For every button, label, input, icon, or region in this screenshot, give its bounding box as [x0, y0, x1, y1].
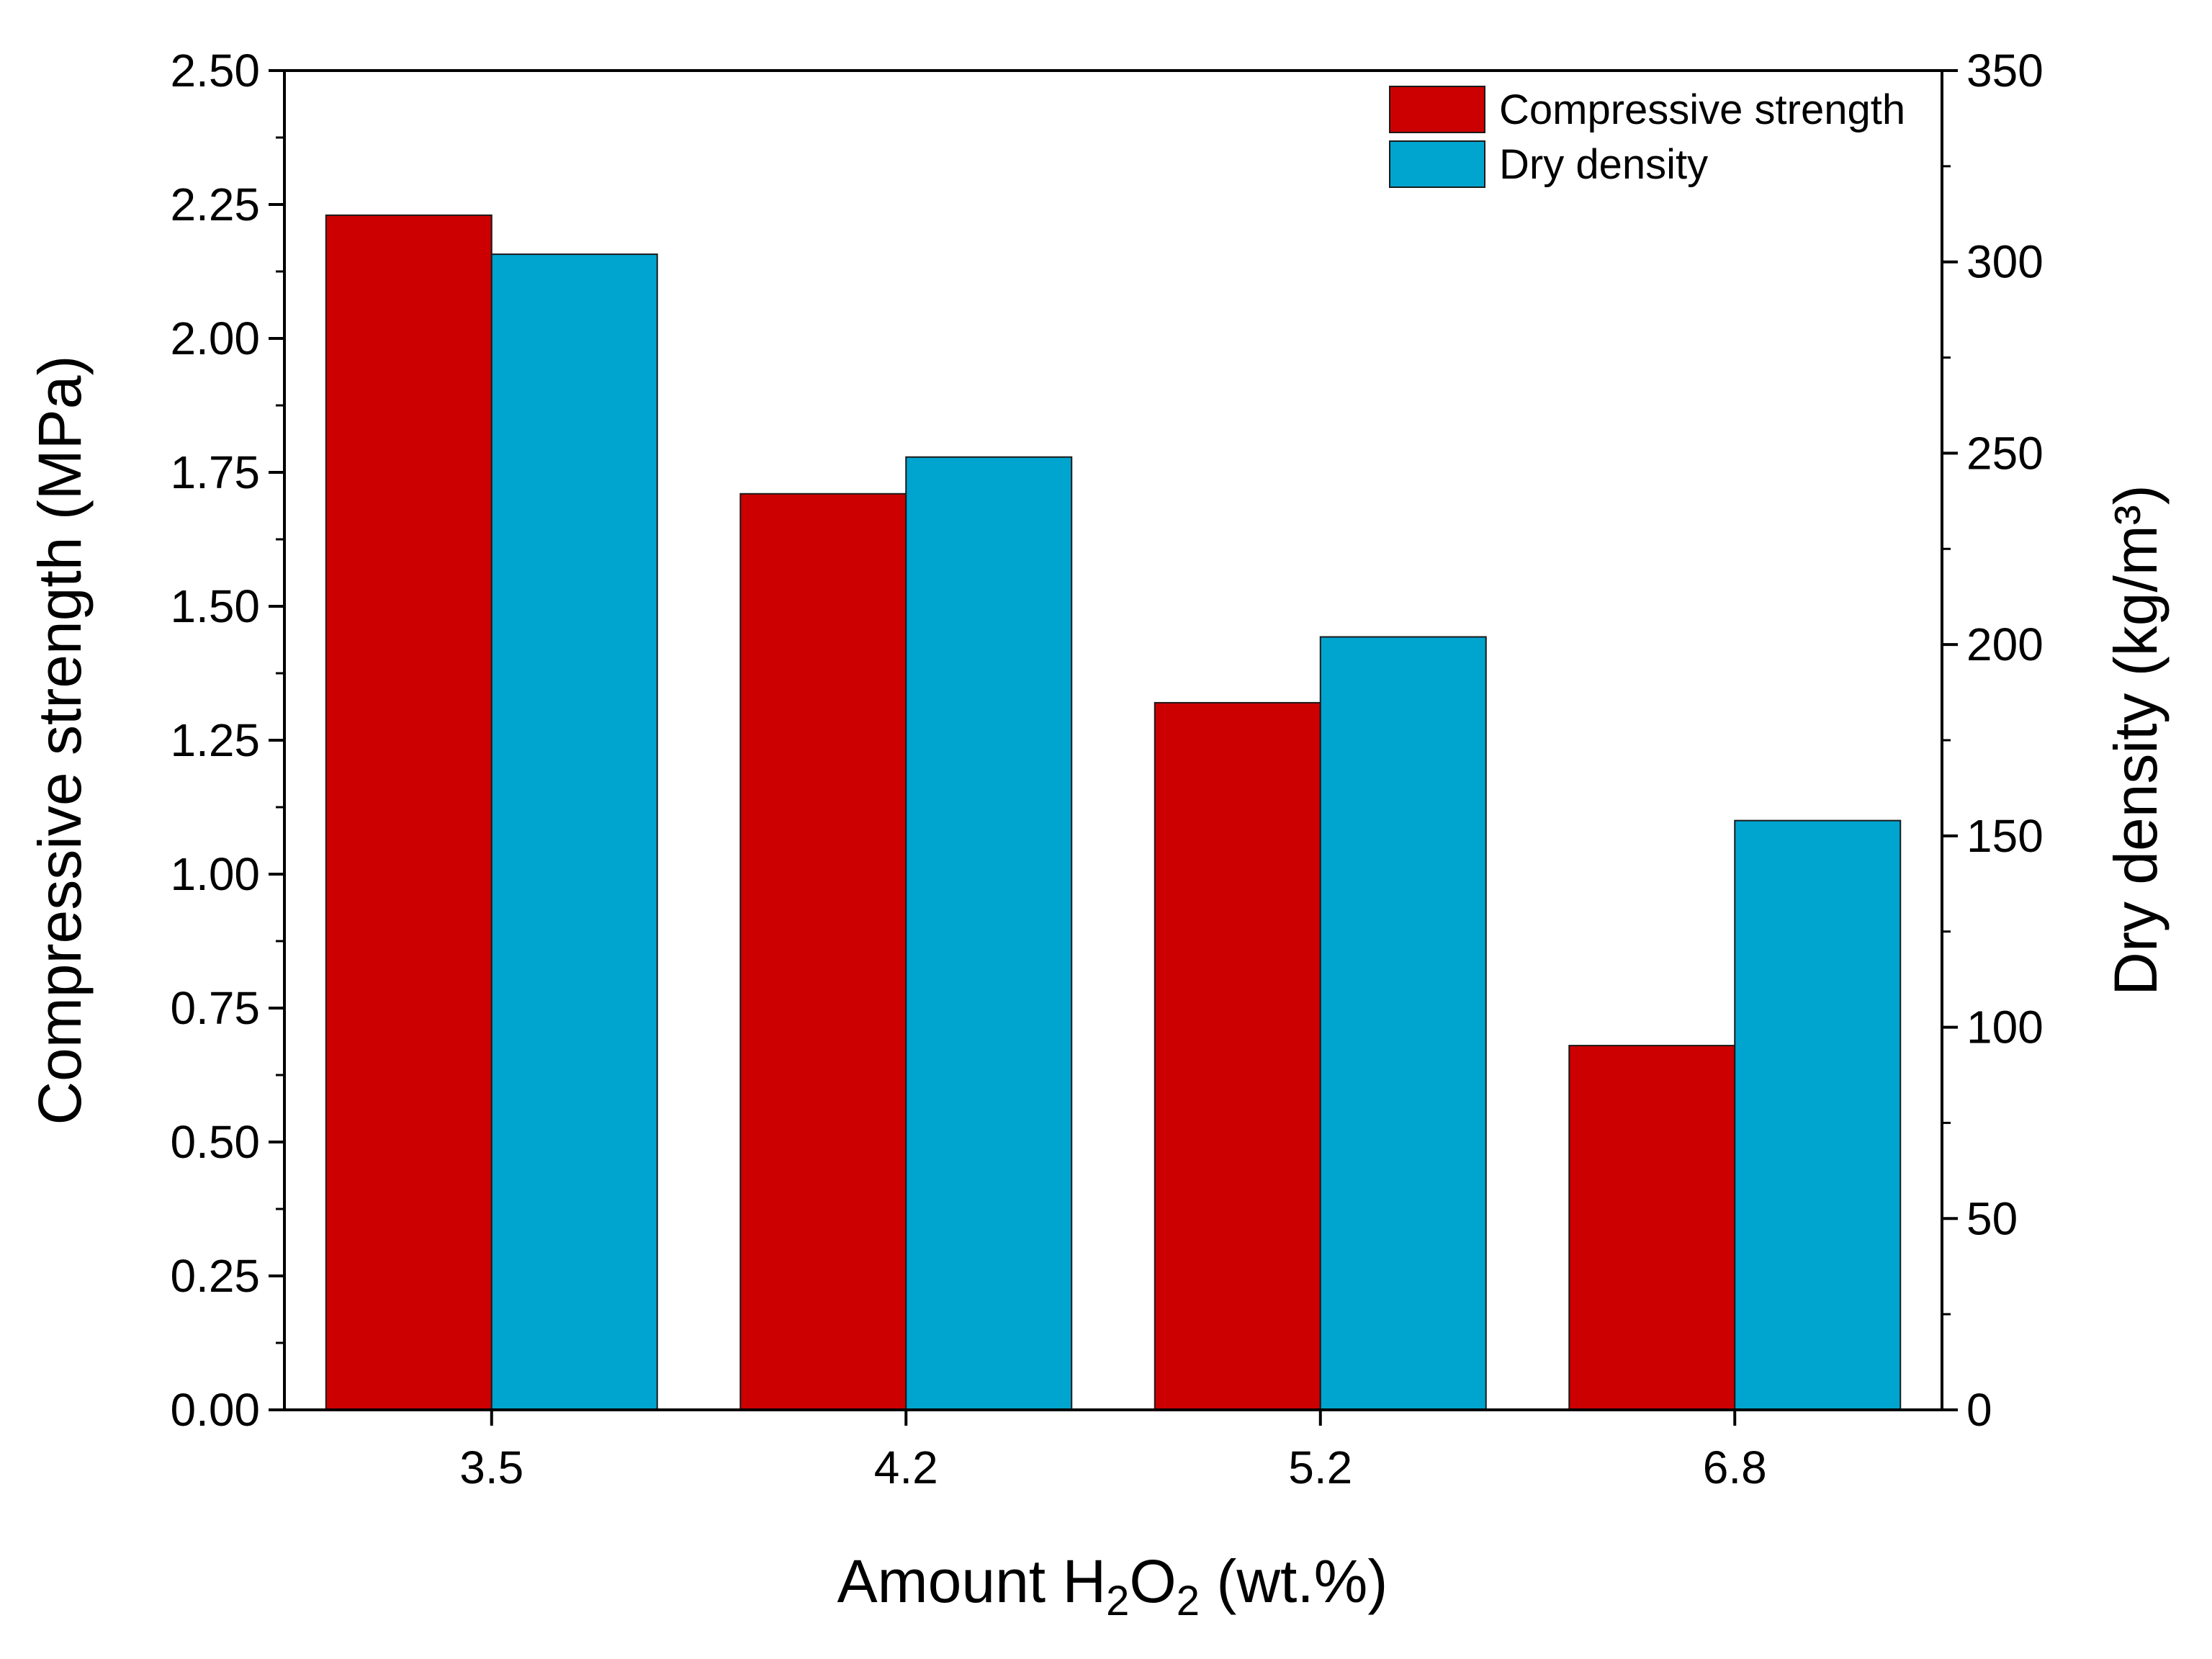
x-tick-label: 4.2 [874, 1442, 938, 1493]
left-tick-label: 1.50 [170, 580, 260, 632]
bar-dry-density-6.8 [1734, 819, 1902, 1411]
x-axis-title-sub2: 2 [1177, 1578, 1200, 1624]
right-y-axis: 0 50 100 150 200 250 300 350 [1942, 45, 2044, 1436]
left-tick-label: 0.00 [170, 1384, 260, 1436]
legend-label-dry-density: Dry density [1499, 141, 1708, 188]
x-tick-label: 5.2 [1288, 1442, 1352, 1493]
right-tick-label: 300 [1966, 236, 2044, 288]
y-axis-title-right: Dry density (kg/m³) [2102, 485, 2170, 995]
left-y-axis: 0.00 0.25 0.50 0.75 1.00 1.25 1.50 1.75 2.00 2.25… [170, 45, 284, 1436]
right-tick-label: 350 [1966, 45, 2044, 96]
x-axis-title: Amount H2O2 (wt.%) [837, 1547, 1388, 1624]
left-tick-label: 2.50 [170, 45, 260, 96]
bar-compressive-strength-4.2 [739, 493, 907, 1411]
right-tick-label: 50 [1966, 1192, 2018, 1244]
legend: Compressive strength Dry density [1389, 86, 1905, 188]
y-axis-title-left: Compressive strength (MPa) [26, 356, 94, 1125]
left-tick-label: 1.25 [170, 714, 260, 766]
x-axis-title-prefix: Amount H [837, 1547, 1107, 1615]
right-tick-label: 150 [1966, 810, 2044, 862]
left-tick-label: 1.00 [170, 848, 260, 900]
legend-swatch-dry-density [1389, 140, 1485, 188]
left-tick-label: 1.75 [170, 446, 260, 498]
left-tick-label: 0.50 [170, 1116, 260, 1168]
bar-dry-density-5.2 [1319, 636, 1487, 1411]
bar-dry-density-4.2 [905, 456, 1073, 1411]
bar-compressive-strength-5.2 [1154, 701, 1321, 1411]
left-tick-label: 2.25 [170, 179, 260, 230]
bar-compressive-strength-6.8 [1568, 1045, 1736, 1411]
left-tick-label: 0.75 [170, 982, 260, 1034]
x-tick-label: 3.5 [459, 1442, 523, 1493]
legend-label-compressive-strength: Compressive strength [1499, 86, 1905, 133]
bar-dry-density-3.5 [490, 253, 658, 1411]
x-axis-title-sub1: 2 [1106, 1578, 1129, 1624]
legend-swatch-compressive-strength [1389, 86, 1485, 133]
right-tick-label: 200 [1966, 619, 2044, 670]
x-tick-label: 6.8 [1703, 1442, 1767, 1493]
left-tick-label: 0.25 [170, 1250, 260, 1302]
x-axis-title-mid: O [1129, 1547, 1176, 1615]
bars-group [325, 214, 1902, 1411]
right-tick-label: 0 [1966, 1384, 1992, 1436]
right-tick-label: 100 [1966, 1002, 2044, 1053]
right-tick-label: 250 [1966, 427, 2044, 479]
left-tick-label: 2.00 [170, 313, 260, 364]
x-axis: 3.5 4.2 5.2 6.8 [459, 1410, 1767, 1493]
bar-compressive-strength-3.5 [325, 214, 493, 1411]
x-axis-title-suffix: (wt.%) [1200, 1547, 1388, 1615]
